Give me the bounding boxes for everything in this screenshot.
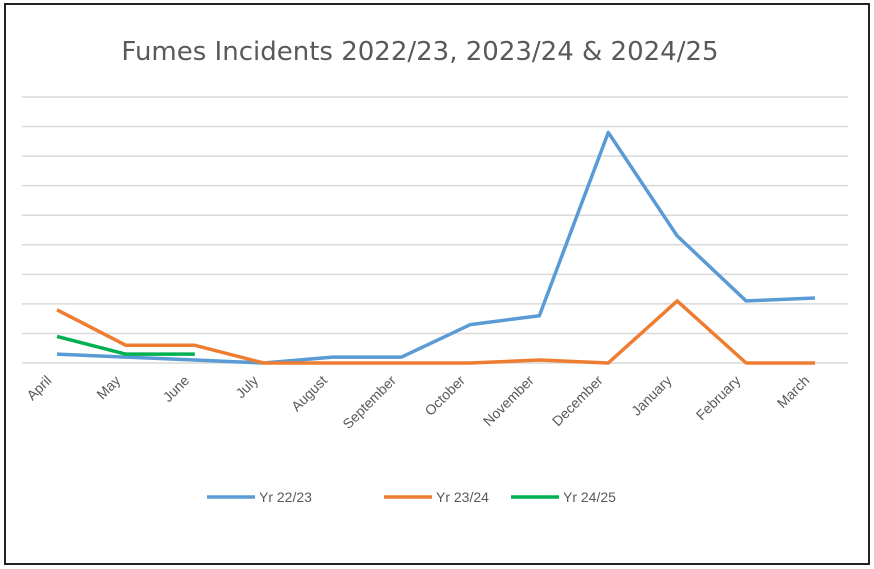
x-tick-label: November xyxy=(480,372,537,429)
x-tick-label: September xyxy=(339,372,399,432)
series-line xyxy=(56,130,816,365)
x-tick-label: April xyxy=(23,372,54,403)
legend-label: Yr 24/25 xyxy=(563,489,616,505)
x-tick-label: July xyxy=(232,372,261,401)
legend-label: Yr 22/23 xyxy=(259,489,312,505)
legend-label: Yr 23/24 xyxy=(436,489,489,505)
series-line xyxy=(56,334,195,356)
x-tick-label: December xyxy=(549,372,606,429)
x-tick-label: June xyxy=(160,372,193,405)
x-tick-label: January xyxy=(628,372,675,419)
x-axis-tick-labels: April May June July August September October No… xyxy=(23,372,812,432)
gridlines xyxy=(22,96,848,364)
x-tick-label: August xyxy=(288,372,330,414)
series-lines xyxy=(56,130,816,365)
chart-title: Fumes Incidents 2022/23, 2023/24 & 2024/… xyxy=(121,37,718,67)
series-line xyxy=(56,299,815,365)
x-tick-label: May xyxy=(93,372,123,402)
legend: Yr 22/23 Yr 23/24 Yr 24/25 xyxy=(207,489,616,505)
x-tick-label: March xyxy=(774,372,813,411)
x-tick-label: October xyxy=(421,372,468,419)
x-tick-label: February xyxy=(693,372,744,423)
